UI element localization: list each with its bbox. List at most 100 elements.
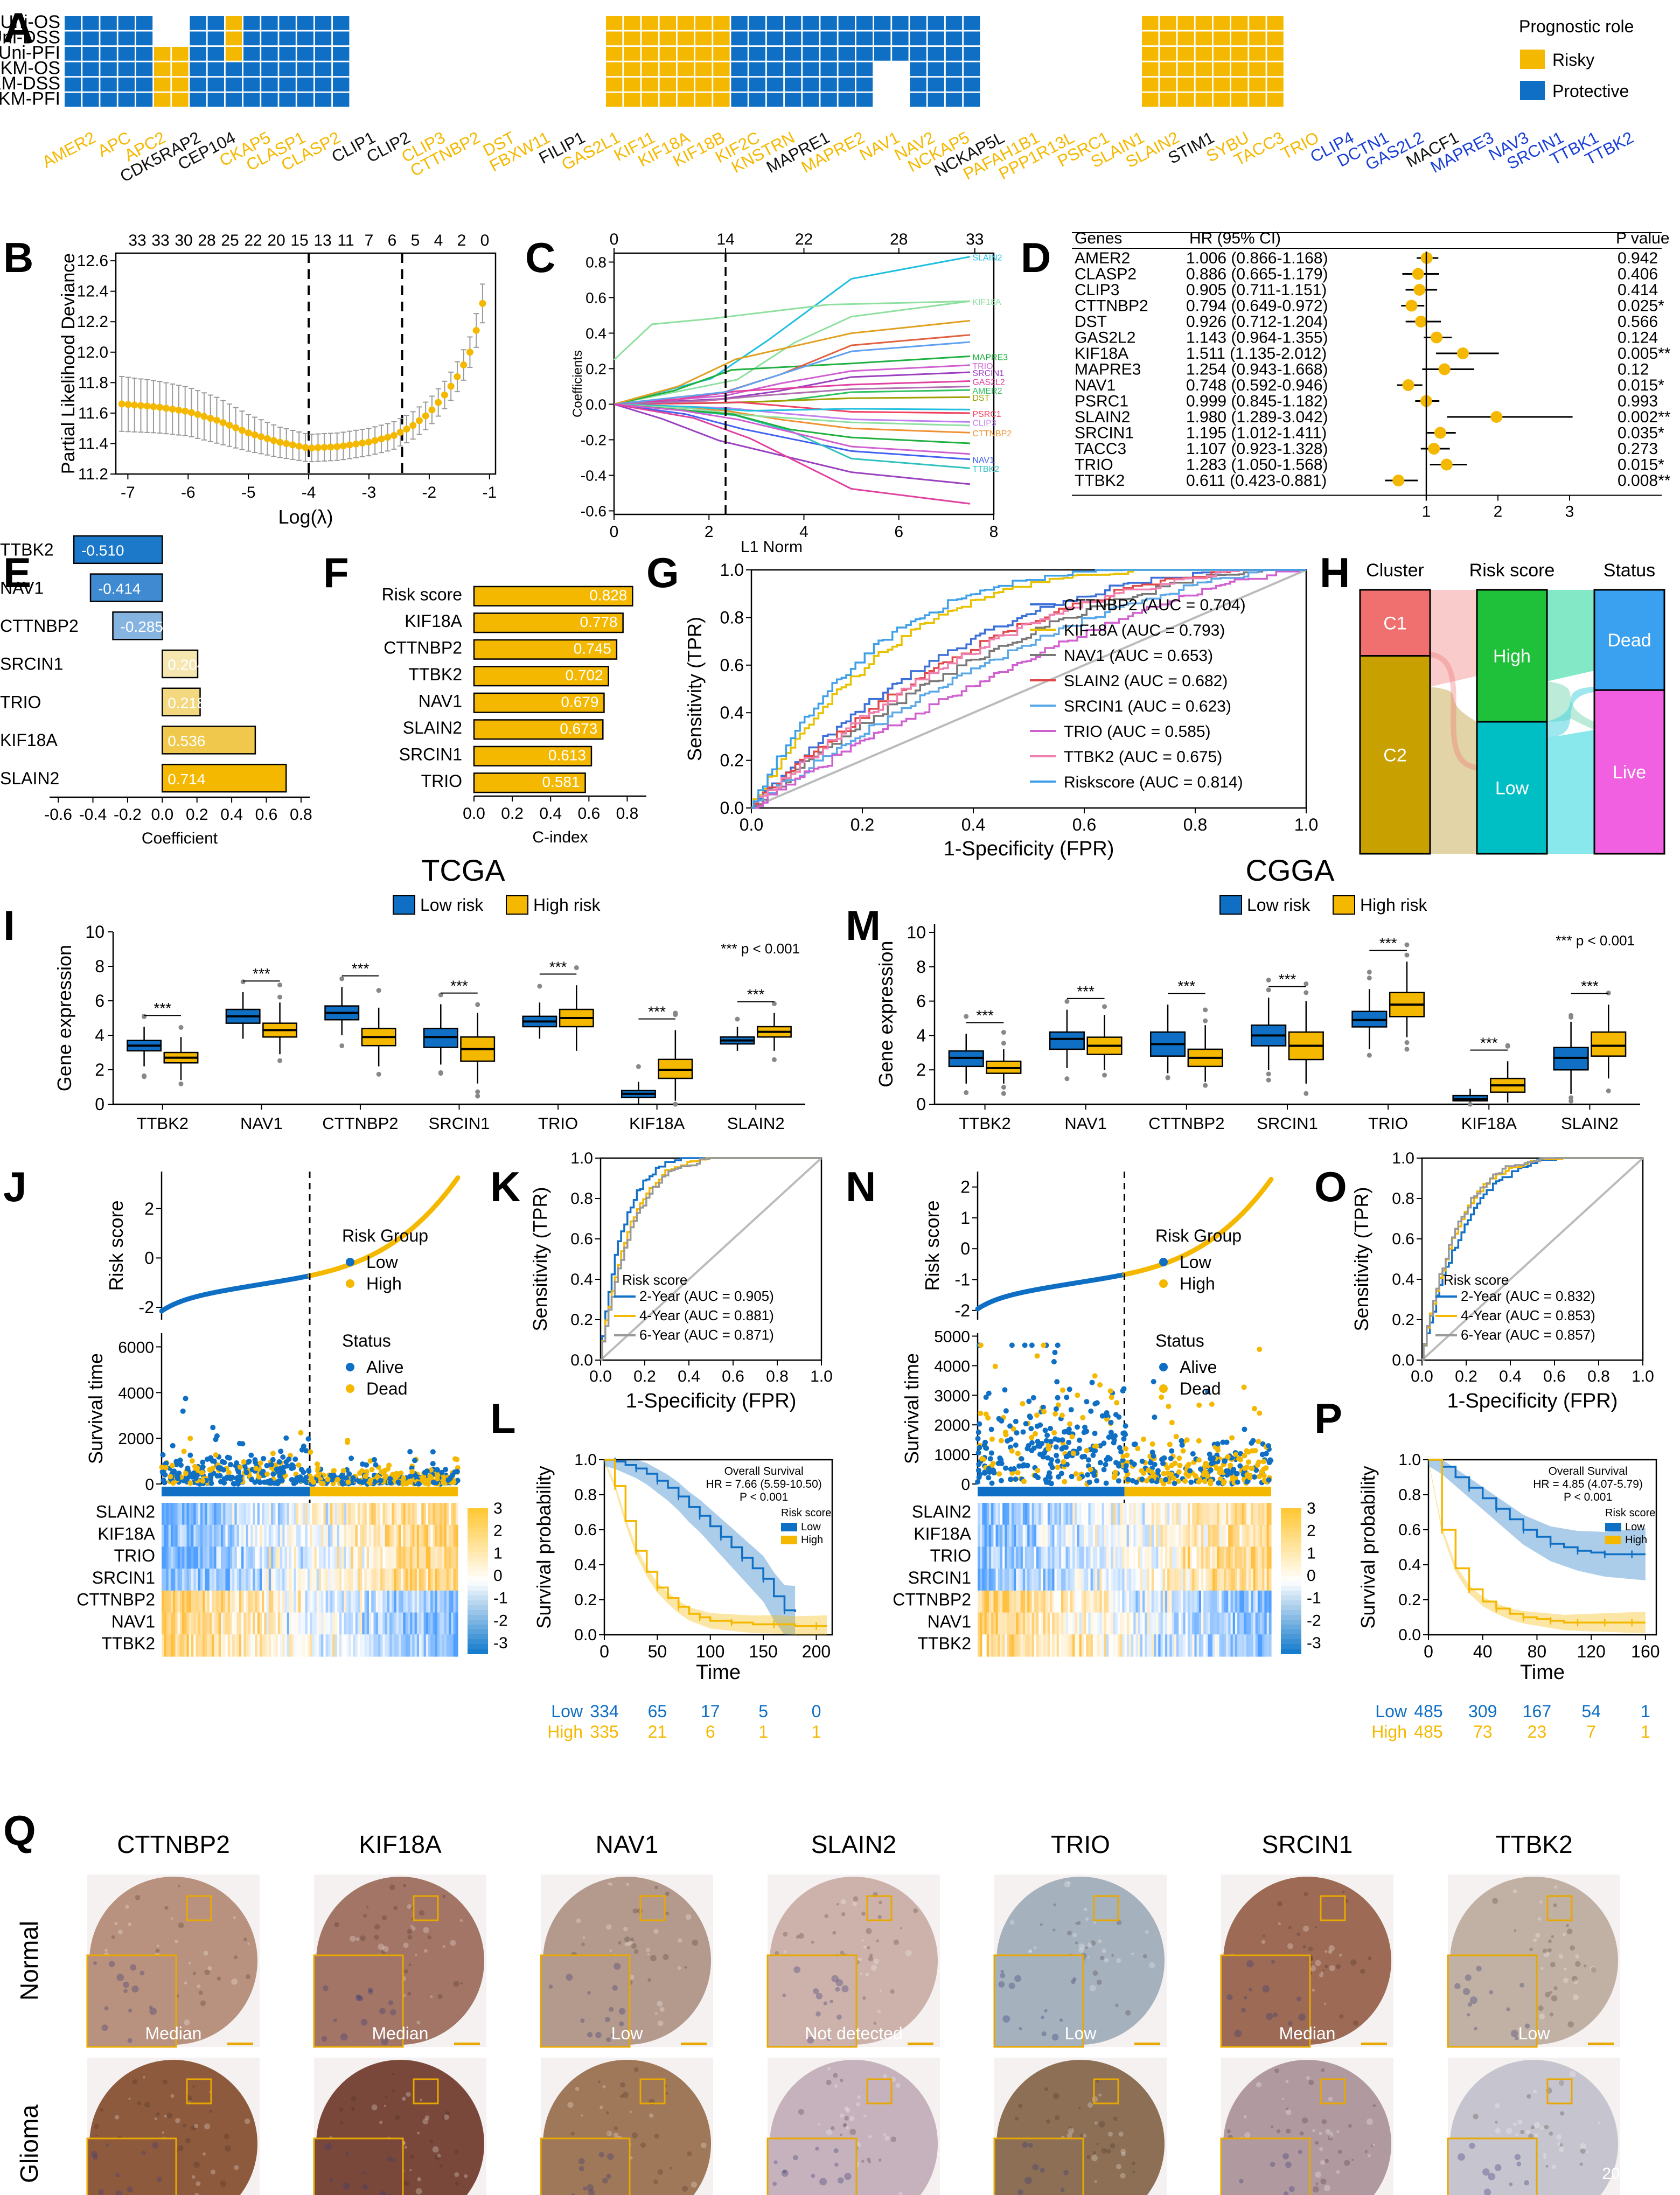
heatmap-cell — [100, 62, 117, 76]
survival-point — [378, 1478, 384, 1483]
heatmap-cell — [298, 1590, 301, 1613]
heatmap-cell — [221, 1524, 224, 1548]
heatmap-cell — [437, 1590, 440, 1613]
legend-label: KIF18A (AUC = 0.793) — [1064, 622, 1225, 639]
heatmap-cell — [248, 1590, 251, 1613]
heatmap-cell — [198, 1503, 201, 1525]
heatmap-cell — [182, 1503, 185, 1525]
heatmap-cell — [282, 1546, 285, 1569]
heatmap-cell — [221, 1546, 224, 1569]
heatmap-cell — [1268, 1546, 1272, 1569]
heatmap-cell — [232, 1590, 235, 1613]
heatmap-cell — [369, 1590, 372, 1613]
heatmap-cell — [385, 1569, 388, 1591]
table-gene: GAS2L2 — [1075, 329, 1135, 347]
survival-point — [1159, 1457, 1165, 1462]
heatmap-cell — [341, 1546, 345, 1569]
bar — [89, 573, 163, 602]
y-tick-label: 0 — [145, 1476, 154, 1494]
survival-point — [1204, 1473, 1210, 1479]
heatmap-cell — [166, 1590, 169, 1613]
heatmap-cell — [1147, 1524, 1150, 1548]
heatmap-cell — [1027, 1546, 1030, 1569]
heatmap-cell — [1228, 1546, 1231, 1569]
survival-point — [1047, 1470, 1052, 1476]
heatmap-cell — [1249, 1569, 1251, 1591]
heatmap-cell — [369, 1634, 372, 1657]
heatmap-cell — [1266, 1546, 1270, 1569]
heatmap-cell — [396, 1634, 399, 1657]
heatmap-cell — [296, 1524, 299, 1548]
survival-point — [987, 1456, 993, 1462]
heatmap-cell — [330, 1634, 333, 1657]
heatmap-cell — [246, 1590, 249, 1613]
survival-point — [387, 1476, 393, 1482]
heatmap-cell — [1230, 1524, 1233, 1548]
outlier-point — [475, 1089, 480, 1095]
heatmap-cell — [262, 1546, 264, 1569]
heatmap-cell — [1185, 1524, 1188, 1548]
y-tick-label: 0.2 — [585, 360, 607, 377]
survival-point — [407, 1473, 413, 1479]
bar — [473, 719, 604, 740]
outlier-point — [1266, 1077, 1271, 1083]
survival-point — [1013, 1476, 1019, 1482]
heatmap-cell — [430, 1569, 434, 1591]
heatmap-cell — [995, 1569, 999, 1591]
heatmap-cell — [910, 47, 926, 61]
heatmap-cell — [444, 1590, 447, 1613]
survival-point — [422, 1469, 428, 1475]
heatmap-cell — [1231, 16, 1248, 30]
series-end-label: DST — [972, 394, 989, 403]
heatmap-cell — [314, 1612, 317, 1635]
heatmap-cell — [380, 1634, 383, 1657]
heatmap-cell — [396, 1503, 399, 1525]
heatmap-cell — [216, 1569, 219, 1591]
heatmap-cell — [1029, 1503, 1033, 1525]
legend-title: Status — [1155, 1331, 1204, 1350]
heatmap-cell — [1221, 1569, 1224, 1591]
survival-point — [243, 1469, 249, 1475]
heatmap-cell — [1246, 1569, 1249, 1591]
heatmap-cell — [785, 47, 801, 61]
survival-point — [1130, 1478, 1135, 1483]
heatmap-cell — [440, 1590, 442, 1613]
heatmap-cell — [307, 1612, 310, 1635]
series-end-label: MAPRE3 — [972, 353, 1008, 362]
heatmap-cell — [1237, 1503, 1240, 1525]
heatmap-cell — [1213, 16, 1230, 30]
heatmap-cell — [227, 1590, 231, 1613]
heatmap-cell — [803, 93, 819, 107]
heatmap-cell — [200, 1524, 203, 1548]
x-tick-label: 0.8 — [1183, 815, 1207, 834]
heatmap-cell — [375, 1634, 379, 1657]
heatmap-cell — [986, 1503, 989, 1525]
survival-point — [207, 1467, 213, 1473]
heatmap-cell — [1045, 1546, 1048, 1569]
survival-point — [1043, 1479, 1049, 1485]
outlier-point — [1266, 987, 1271, 993]
heatmap-cell — [341, 1590, 345, 1613]
heatmap-cell — [407, 1634, 410, 1657]
survival-point — [1202, 1479, 1208, 1485]
survival-point — [1063, 1429, 1069, 1434]
hr-point — [1438, 363, 1451, 375]
heatmap-cell — [212, 1612, 214, 1635]
heatmap-cell — [1205, 1546, 1209, 1569]
heatmap-cell — [677, 16, 694, 30]
heatmap-cell — [399, 1634, 401, 1657]
heatmap-cell — [991, 1503, 994, 1525]
heatmap-cell — [410, 1569, 413, 1591]
heatmap-cell — [282, 1569, 285, 1591]
cv-point — [441, 391, 448, 399]
heatmap-cell — [250, 1634, 253, 1657]
y-axis-title: Coefficients — [570, 350, 585, 417]
heatmap-row-label: TRIO — [930, 1546, 971, 1565]
heatmap-cell — [449, 1612, 451, 1635]
hr-point — [1456, 347, 1469, 359]
heatmap-cell — [1145, 1503, 1148, 1525]
heatmap-cell — [1075, 1546, 1078, 1569]
heatmap-cell — [1179, 1569, 1181, 1591]
heatmap-cell — [1081, 1546, 1084, 1569]
